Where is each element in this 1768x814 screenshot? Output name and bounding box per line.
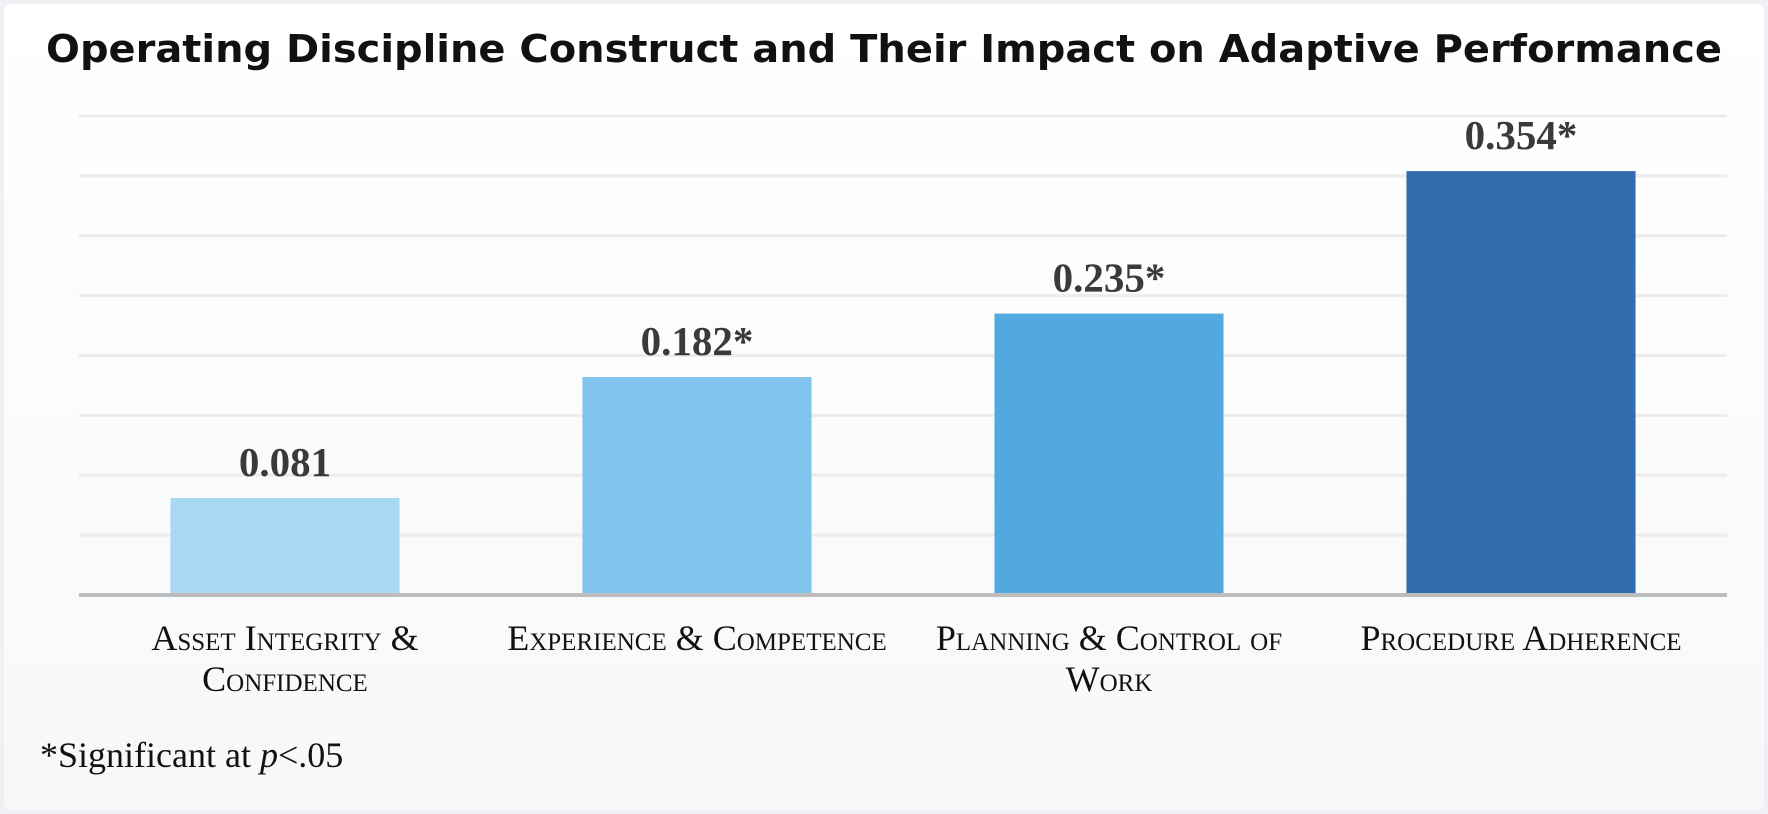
chart-title: Operating Discipline Construct and Their… [46,27,1722,71]
value-label: 0.235* [1053,255,1166,301]
footnote-text: <.05 [277,735,344,775]
x-tick-label: Planning & Control of Work [935,618,1283,699]
x-tick-label: Procedure Adherence [1360,618,1682,658]
footnote-text: *Significant at [40,735,260,775]
bar [994,313,1224,595]
footnote-italic: p [259,735,278,775]
bar [1406,171,1636,595]
x-tick-label: Asset Integrity & Confidence [151,618,419,699]
bar [582,377,812,595]
value-label: 0.081 [239,439,331,485]
bar [170,498,400,595]
footnote: *Significant at p<.05 [40,734,343,776]
x-tick-label: Experience & Competence [507,618,887,658]
value-label: 0.354* [1465,112,1578,158]
value-label: 0.182* [641,318,754,364]
